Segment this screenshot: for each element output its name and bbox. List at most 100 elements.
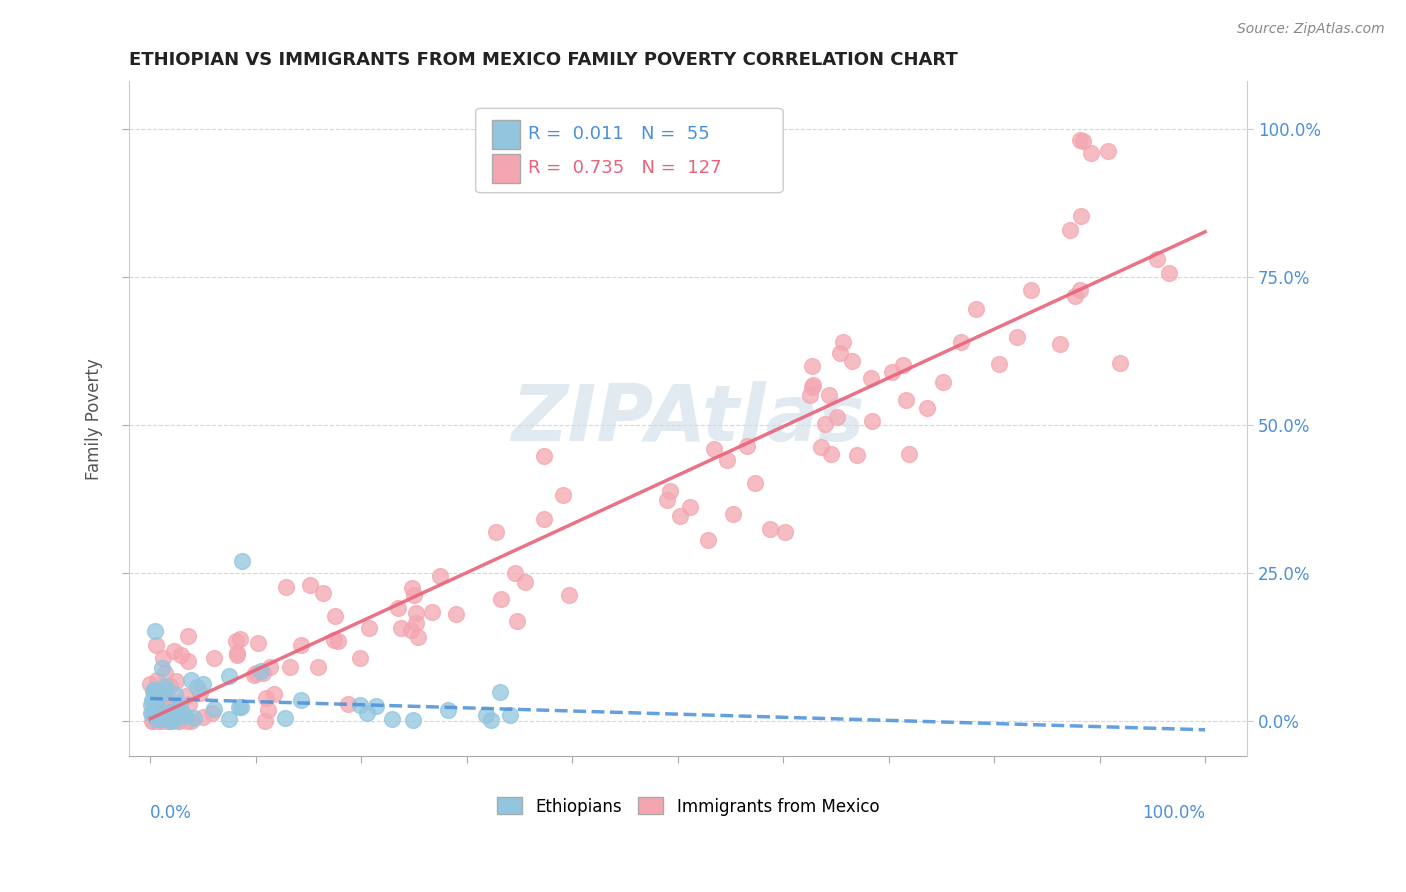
Point [716,452,738,467]
Point [841,353,863,368]
Point [145,712,167,726]
Point [405,606,427,620]
Point [143,687,166,701]
Point [820,447,842,461]
Point [183,711,205,725]
Point [485,524,508,539]
Point [159,694,181,708]
Point [274,580,297,594]
Point [259,659,281,673]
Text: ETHIOPIAN VS IMMIGRANTS FROM MEXICO FAMILY POVERTY CORRELATION CHART: ETHIOPIAN VS IMMIGRANTS FROM MEXICO FAMI… [129,51,957,69]
Point [290,638,312,652]
Point [163,644,186,658]
Point [828,346,851,360]
Point [245,666,267,681]
Point [263,687,285,701]
Point [169,648,191,662]
Point [503,566,526,580]
Point [229,632,252,646]
Point [356,706,378,720]
Point [533,449,555,463]
Point [312,585,335,599]
Point [801,378,824,392]
Point [143,683,166,698]
Point [818,388,841,402]
Point [405,615,427,630]
Point [882,365,904,379]
Point [357,621,380,635]
Point [180,673,202,687]
Point [225,634,247,648]
Point [155,711,177,725]
Point [177,697,200,711]
Point [1005,330,1028,344]
Point [218,712,240,726]
Point [513,575,536,590]
Point [243,668,266,682]
Point [1070,209,1092,223]
Text: 0.0%: 0.0% [150,804,193,822]
Point [897,447,920,461]
Point [163,705,186,719]
Point [202,650,225,665]
Legend: Ethiopians, Immigrants from Mexico: Ethiopians, Immigrants from Mexico [491,790,886,822]
Point [389,622,412,636]
Point [148,714,170,728]
Point [723,507,745,521]
Text: Source: ZipAtlas.com: Source: ZipAtlas.com [1237,22,1385,37]
Point [218,668,240,682]
Point [228,700,250,714]
Y-axis label: Family Poverty: Family Poverty [86,358,103,480]
Point [155,666,177,681]
Point [143,704,166,718]
Point [696,533,718,547]
Point [148,688,170,702]
Point [141,692,163,706]
Point [915,401,938,416]
Text: R =  0.735   N =  127: R = 0.735 N = 127 [529,159,721,177]
Point [1159,266,1181,280]
Point [703,442,725,457]
Point [813,417,835,431]
Point [155,683,177,698]
Point [290,693,312,707]
Point [160,714,183,728]
Point [148,712,170,726]
Text: 100.0%: 100.0% [1142,804,1205,822]
Point [153,679,176,693]
Point [832,334,855,349]
Point [150,705,173,719]
Point [156,714,179,728]
Point [558,588,581,602]
Point [659,484,682,499]
Point [1069,133,1091,147]
Point [744,475,766,490]
Point [173,709,195,723]
Point [810,440,832,454]
Point [328,634,350,648]
Point [169,697,191,711]
Point [226,647,249,661]
Point [163,706,186,720]
Point [860,414,883,428]
Point [801,380,824,394]
Point [145,624,167,638]
Point [533,512,555,526]
Point [950,334,973,349]
Point [141,706,163,720]
Point [146,673,169,688]
Point [323,609,346,624]
Point [931,375,953,389]
Point [891,359,914,373]
Point [163,713,186,727]
FancyBboxPatch shape [492,154,520,183]
Point [401,713,423,727]
FancyBboxPatch shape [475,108,783,193]
Point [247,636,270,650]
Point [141,714,163,728]
Point [177,654,200,668]
Point [142,714,165,728]
Point [252,665,274,680]
Point [349,651,371,665]
Point [987,357,1010,371]
